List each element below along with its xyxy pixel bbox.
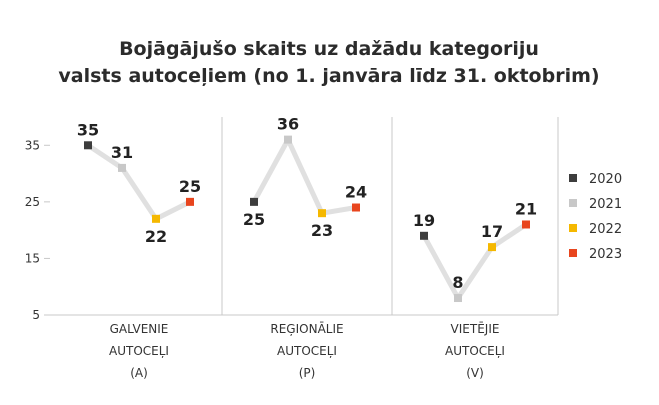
category-label-3-line-3: (V) <box>466 366 484 380</box>
chart-title-line-1: Bojāgājušo skaits uz dažādu kategoriju <box>119 38 539 60</box>
chart-title-line-2: valsts autoceļiem (no 1. janvāra līdz 31… <box>58 65 599 87</box>
point-group-3-2021 <box>454 294 462 303</box>
point-group-1-2021 <box>118 163 126 172</box>
category-label-3-line-2: AUTOCEĻI <box>445 344 505 358</box>
point-group-2-2022 <box>318 209 326 218</box>
category-label-3-line-1: VIETĒJIE <box>451 322 500 336</box>
series-line-group-2 <box>251 137 359 216</box>
legend-label-2022: 2022 <box>589 222 622 237</box>
legend-marker-2023 <box>569 249 577 257</box>
data-points <box>84 135 530 303</box>
data-labels: 35 31 22 25 25 36 23 24 19 8 17 21 <box>77 115 537 292</box>
category-label-1-line-2: AUTOCEĻI <box>109 344 169 358</box>
data-label-group-3-2020: 19 <box>413 211 435 230</box>
legend-label-2023: 2023 <box>589 247 622 262</box>
point-group-2-2021 <box>284 135 292 144</box>
chart-title: Bojāgājušo skaits uz dažādu kategoriju v… <box>58 38 599 87</box>
point-group-1-2023 <box>186 197 194 206</box>
legend-marker-2021 <box>569 199 577 207</box>
category-label-2-line-1: REĢIONĀLIE <box>270 322 343 336</box>
category-label-2-line-3: (P) <box>299 366 316 380</box>
category-label-2-line-2: AUTOCEĻI <box>277 344 337 358</box>
y-tick-label-35: 35 <box>25 138 40 152</box>
data-label-group-3-2023: 21 <box>515 199 537 218</box>
data-label-group-2-2023: 24 <box>345 183 367 202</box>
y-tick-label-5: 5 <box>32 308 40 322</box>
legend-marker-2020 <box>569 174 577 182</box>
point-group-1-2020 <box>84 141 92 150</box>
y-tick-label-15: 15 <box>25 251 40 265</box>
series-line-group-1 <box>85 142 193 222</box>
data-label-group-1-2022: 22 <box>145 227 167 246</box>
y-tick-label-25: 25 <box>25 195 40 209</box>
point-group-1-2022 <box>152 214 160 223</box>
point-group-2-2020 <box>250 197 258 206</box>
point-group-3-2022 <box>488 243 496 252</box>
point-group-3-2023 <box>522 220 530 229</box>
data-label-group-1-2021: 31 <box>111 143 133 162</box>
data-label-group-3-2022: 17 <box>481 222 503 241</box>
category-label-1-line-1: GALVENIE <box>110 322 169 336</box>
data-label-group-3-2021: 8 <box>452 273 463 292</box>
axes: 5 15 25 35 GALVENIE AUTOCEĻI (A) REĢIONĀLIE AUTO… <box>25 117 559 380</box>
data-label-group-1-2020: 35 <box>77 120 99 139</box>
point-group-2-2023 <box>352 203 360 212</box>
legend-label-2020: 2020 <box>589 172 622 187</box>
legend-marker-2022 <box>569 224 577 232</box>
data-label-group-2-2021: 36 <box>277 115 299 134</box>
data-label-group-2-2020: 25 <box>243 210 265 229</box>
point-group-3-2020 <box>420 231 428 240</box>
data-label-group-1-2023: 25 <box>179 177 201 196</box>
category-label-1-line-3: (A) <box>130 366 148 380</box>
legend-label-2021: 2021 <box>589 197 622 212</box>
series-line-group-3 <box>421 221 529 301</box>
legend: 2020 2021 2022 2023 <box>569 172 622 262</box>
series-lines <box>85 137 529 301</box>
data-label-group-2-2022: 23 <box>311 221 333 240</box>
